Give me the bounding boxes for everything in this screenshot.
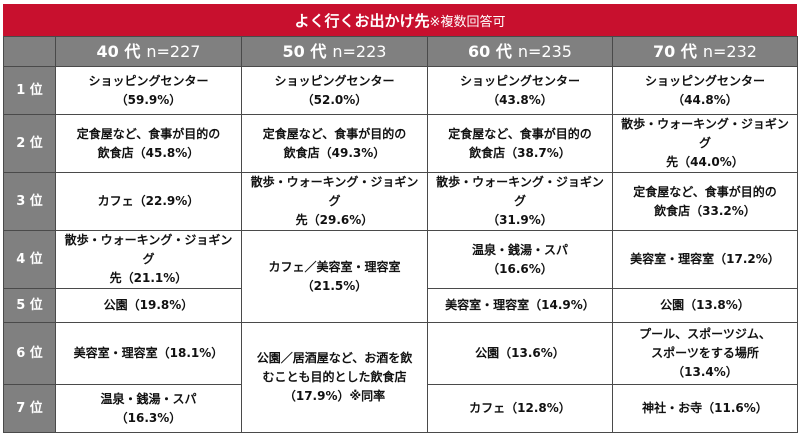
cell-line: 散歩・ウォーキング・ジョギング [621, 117, 789, 150]
cell-line: （16.6%） [487, 261, 553, 276]
cell-line: ショッピングセンター [459, 73, 580, 88]
table-cell: 美容室・理容室（18.1%） [55, 322, 242, 385]
cell-line: 先（29.6%） [295, 213, 374, 227]
cell-line: 先（44.0%） [666, 155, 744, 169]
cell-line: （17.9%）※同率 [283, 389, 386, 403]
cell-line: 先（21.1%） [109, 271, 188, 285]
table-row: 5 位 公園（19.8%） 美容室・理容室（14.9%） 公園（13.8%） [3, 288, 798, 323]
cell-line: 定食屋など、食事が目的の [76, 126, 221, 141]
cell-line: 定食屋など、食事が目的の [262, 126, 407, 141]
corner-cell [3, 36, 56, 67]
column-header-60s: 60 代 n=235 [427, 36, 613, 67]
rank-label: 2 位 [3, 114, 56, 173]
table-cell-merged: カフェ／美容室・理容室 （21.5%） [241, 230, 428, 323]
cell-line: ショッピングセンター [644, 73, 765, 88]
cell-line: 定食屋など、食事が目的の [448, 126, 592, 141]
table-cell: 散歩・ウォーキング・ジョギング先（44.0%） [612, 114, 798, 173]
cell-line: 公園（19.8%） [103, 298, 194, 312]
table-cell-merged: 公園／居酒屋など、お酒を飲 むことも目的とした飲食店 （17.9%）※同率 [241, 322, 428, 433]
cell-line: スポーツをする場所 [651, 346, 759, 360]
cell-line: 散歩・ウォーキング・ジョギング [436, 175, 604, 208]
table-cell: 温泉・銭湯・スパ （16.3%） [55, 384, 242, 433]
cell-line: カフェ／美容室・理容室 [268, 259, 401, 274]
table-cell: 散歩・ウォーキング・ジョギング先（21.1%） [55, 230, 242, 289]
cell-line: 飲食店（45.8%） [97, 145, 200, 160]
table-cell: ショッピングセンター （44.8%） [612, 66, 798, 115]
rank-label: 6 位 [3, 322, 56, 385]
table-cell: 温泉・銭湯・スパ （16.6%） [427, 230, 613, 289]
table-cell: 散歩・ウォーキング・ジョギング （31.9%） [427, 172, 613, 231]
ranking-table: 40 代 n=227 50 代 n=223 60 代 n=235 70 代 n=232 … [3, 36, 798, 433]
table-title: よく行くお出かけ先 ※複数回答可 [3, 4, 797, 36]
table-row: 3 位 カフェ（22.9%） 散歩・ウォーキング・ジョギング先（29.6%） 散… [3, 172, 798, 231]
cell-line: 美容室・理容室（14.9%） [445, 298, 595, 312]
title-main: よく行くお出かけ先 [294, 11, 430, 30]
cell-line: 美容室・理容室（18.1%） [73, 346, 224, 360]
column-header-50s: 50 代 n=223 [241, 36, 428, 67]
cell-line: （21.5%） [301, 278, 368, 293]
table-cell: 定食屋など、食事が目的の 飲食店（33.2%） [612, 172, 798, 231]
cell-line: 公園／居酒屋など、お酒を飲 [256, 351, 413, 365]
cell-line: ショッピングセンター [88, 73, 209, 88]
cell-line: （43.8%） [487, 92, 553, 107]
rank-label: 4 位 [3, 230, 56, 289]
cell-line: 温泉・銭湯・スパ [471, 242, 568, 257]
cell-line: 飲食店（49.3%） [283, 145, 386, 160]
table-cell: 定食屋など、食事が目的の 飲食店（38.7%） [427, 114, 613, 173]
rank-label: 7 位 [3, 384, 56, 433]
cell-line: 散歩・ウォーキング・ジョギング [250, 175, 419, 208]
table-cell: ショッピングセンター （59.9%） [55, 66, 242, 115]
cell-line: 散歩・ウォーキング・ジョギング [64, 233, 233, 266]
table-cell: ショッピングセンター （52.0%） [241, 66, 428, 115]
table-cell: 公園（19.8%） [55, 288, 242, 323]
cell-line: プール、スポーツジム、 [639, 327, 771, 341]
table-cell: 神社・お寺（11.6%） [612, 384, 798, 433]
table-row: 1 位 ショッピングセンター （59.9%） ショッピングセンター （52.0%） … [3, 66, 798, 115]
table-cell: カフェ（22.9%） [55, 172, 242, 231]
table-cell: プール、スポーツジム、 スポーツをする場所 （13.4%） [612, 322, 798, 385]
table-cell: 公園（13.8%） [612, 288, 798, 323]
cell-line: 公園（13.6%） [475, 346, 565, 360]
survey-table-figure: よく行くお出かけ先 ※複数回答可 40 代 n=227 50 代 n=223 60 代… [3, 4, 798, 433]
table-cell: カフェ（12.8%） [427, 384, 613, 433]
cell-line: 飲食店（33.2%） [654, 203, 756, 218]
rank-label: 3 位 [3, 172, 56, 231]
cell-line: カフェ（12.8%） [469, 401, 571, 415]
table-row: 4 位 散歩・ウォーキング・ジョギング先（21.1%） カフェ／美容室・理容室 （… [3, 230, 798, 323]
cell-line: 定食屋など、食事が目的の [633, 184, 777, 199]
rank-label: 5 位 [3, 288, 56, 323]
cell-line: 美容室・理容室（17.2%） [630, 252, 780, 266]
table-row: 6 位 美容室・理容室（18.1%） 公園／居酒屋など、お酒を飲 むことも目的とし… [3, 322, 798, 433]
table-cell: 美容室・理容室（14.9%） [427, 288, 613, 323]
table-row: 2 位 定食屋など、食事が目的の 飲食店（45.8%） 定食屋など、食事が目的の飲… [3, 114, 798, 173]
cell-line: むことも目的とした飲食店 [262, 370, 407, 384]
title-note: ※複数回答可 [429, 14, 506, 30]
table-cell: 公園（13.6%） [427, 322, 613, 385]
cell-line: 公園（13.8%） [660, 298, 750, 312]
table-cell: ショッピングセンター （43.8%） [427, 66, 613, 115]
cell-line: （16.3%） [115, 410, 182, 425]
cell-line: （31.9%） [487, 213, 553, 227]
cell-line: 神社・お寺（11.6%） [642, 401, 768, 415]
cell-line: 飲食店（38.7%） [469, 145, 571, 160]
header-row: 40 代 n=227 50 代 n=223 60 代 n=235 70 代 n=232 [3, 36, 798, 67]
column-header-40s: 40 代 n=227 [55, 36, 242, 67]
rank-label: 1 位 [3, 66, 56, 115]
cell-line: カフェ（22.9%） [97, 194, 200, 208]
table-cell: 定食屋など、食事が目的の 飲食店（49.3%） [241, 114, 428, 173]
table-cell: 美容室・理容室（17.2%） [612, 230, 798, 289]
column-header-70s: 70 代 n=232 [612, 36, 798, 67]
cell-line: 温泉・銭湯・スパ [100, 391, 197, 406]
cell-line: （13.4%） [672, 365, 738, 379]
table-cell: 散歩・ウォーキング・ジョギング先（29.6%） [241, 172, 428, 231]
cell-line: （44.8%） [672, 92, 738, 107]
table-cell: 定食屋など、食事が目的の 飲食店（45.8%） [55, 114, 242, 173]
cell-line: （59.9%） [115, 92, 182, 107]
cell-line: ショッピングセンター [274, 73, 395, 88]
cell-line: （52.0%） [301, 92, 368, 107]
